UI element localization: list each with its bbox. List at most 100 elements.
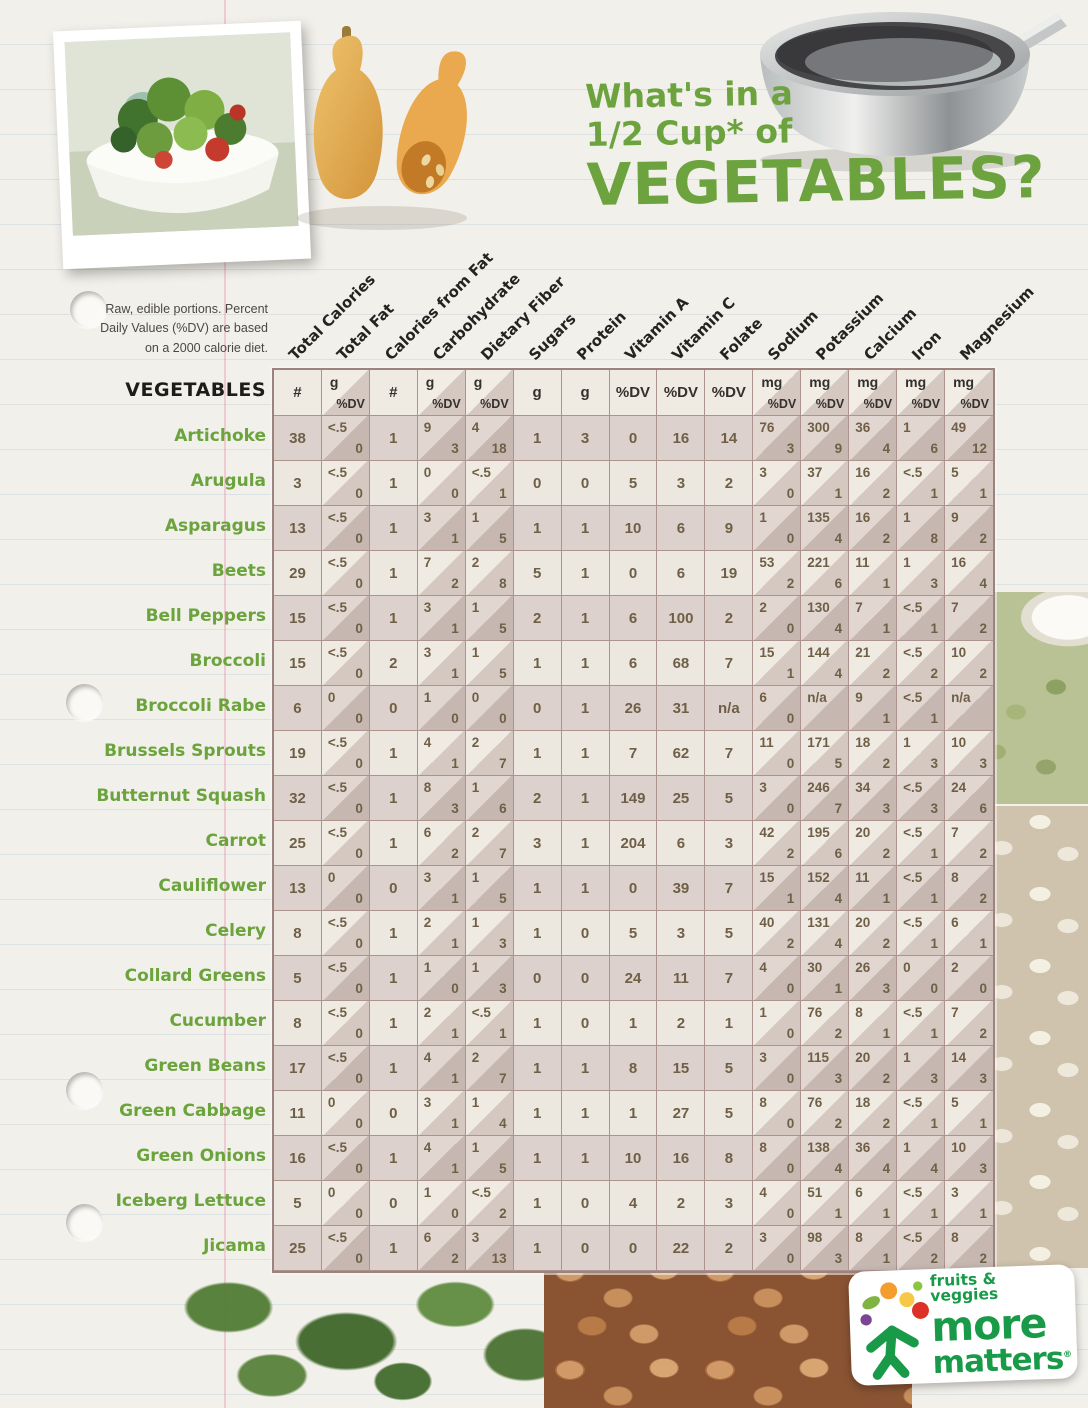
- cell-value: 39: [672, 879, 690, 897]
- unit-cell-iron: mg %DV: [897, 370, 946, 416]
- cell-percent-dv: 1: [499, 1026, 507, 1041]
- table-cell-green-onions-vitamin-a: 10: [609, 1136, 658, 1181]
- table-cell-arugula-potassium: 37 1: [801, 461, 850, 506]
- cell-percent-dv: 9: [834, 441, 843, 456]
- cell-value: 19: [289, 744, 306, 762]
- cell-amount: 3: [951, 1185, 959, 1200]
- cell-amount: 34: [855, 780, 871, 795]
- cell-amount: 36: [855, 1140, 871, 1155]
- cell-amount: <.5: [327, 420, 348, 435]
- cell-value: 0: [580, 1239, 590, 1257]
- row-label-broccoli-rabe: Broccoli Rabe: [135, 696, 266, 716]
- cell-value: 62: [672, 744, 690, 762]
- cell-amount: 6: [855, 1185, 863, 1200]
- table-cell-broccoli-rabe-sugars: 0: [513, 686, 562, 731]
- punch-hole: [66, 1072, 103, 1109]
- table-cell-beets-total-calories: 29: [274, 551, 322, 596]
- cell-amount: 152: [807, 870, 830, 885]
- table-cell-asparagus-sugars: 1: [513, 506, 562, 551]
- table-cell-broccoli-protein: 1: [561, 641, 610, 686]
- cell-amount: mg: [905, 374, 927, 390]
- cell-value: 1: [389, 429, 398, 447]
- notebook-margin-line: [224, 0, 226, 1408]
- cell-amount: <.5: [327, 960, 348, 975]
- cell-amount: 6: [423, 825, 432, 840]
- table-cell-broccoli-rabe-folate: n/a: [705, 686, 754, 731]
- table-cell-collard-greens-sugars: 0: [513, 956, 562, 1001]
- row-label-brussels-sprouts: Brussels Sprouts: [104, 741, 266, 761]
- cell-value: 1: [389, 519, 398, 537]
- table-cell-brussels-sprouts-total-fat: <.5 0: [321, 731, 370, 776]
- nutrition-table: # g %DV # g %DV g %DV g g %DV %DV %DV mg %DV mg %DV mg %DV…: [272, 368, 995, 1273]
- cell-value: 0: [389, 879, 398, 897]
- cell-percent-dv: 3: [979, 756, 987, 771]
- cell-amount: 1: [903, 1140, 911, 1155]
- cell-amount: 53: [759, 555, 775, 570]
- cell-amount: 195: [807, 825, 830, 840]
- cell-percent-dv: 2: [930, 1251, 939, 1266]
- table-cell-asparagus-vitamin-c: 6: [657, 506, 706, 551]
- cell-percent-dv: 2: [882, 756, 891, 771]
- cell-amount: 3: [471, 1230, 480, 1245]
- cell-value: 1: [389, 474, 398, 492]
- cell-percent-dv: 0: [355, 1251, 363, 1266]
- cell-amount: 8: [423, 780, 432, 795]
- cell-amount: 16: [855, 510, 871, 525]
- cell-value: 17: [289, 1059, 306, 1077]
- table-cell-collard-greens-total-calories: 5: [274, 956, 322, 1001]
- cell-amount: g: [329, 374, 339, 390]
- table-cell-brussels-sprouts-folate: 7: [705, 731, 754, 776]
- cell-percent-dv: 13: [491, 1251, 507, 1266]
- table-cell-bell-peppers-vitamin-c: 100: [657, 596, 706, 641]
- cell-value: 204: [620, 834, 646, 852]
- table-cell-cucumber-sugars: 1: [513, 1001, 562, 1046]
- cell-amount: <.5: [327, 1140, 348, 1155]
- table-cell-butternut-squash-sugars: 2: [513, 776, 562, 821]
- cell-percent-dv: 1: [451, 531, 459, 546]
- cell-amount: g: [473, 374, 483, 390]
- table-cell-butternut-squash-total-calories: 32: [274, 776, 322, 821]
- cell-amount: 1: [423, 960, 432, 975]
- row-label-celery: Celery: [205, 921, 266, 941]
- table-cell-green-cabbage-calcium: 18 2: [849, 1091, 898, 1136]
- table-cell-asparagus-total-fat: <.5 0: [321, 506, 370, 551]
- column-label-protein: Protein: [572, 307, 630, 364]
- cell-percent-dv: 3: [930, 801, 939, 816]
- cell-amount: 1: [759, 510, 767, 525]
- cell-value: 7: [628, 744, 638, 762]
- table-cell-jicama-iron: <.5 2: [897, 1226, 946, 1271]
- cell-value: 6: [293, 699, 302, 717]
- table-cell-beets-potassium: 221 6: [801, 551, 850, 596]
- cell-value: 8: [293, 1014, 302, 1032]
- cell-value: 3: [724, 834, 734, 852]
- cell-amount: <.5: [327, 735, 348, 750]
- table-cell-carrot-sodium: 42 2: [753, 821, 802, 866]
- cell-amount: 8: [855, 1230, 863, 1245]
- cell-percent-dv: 1: [451, 1116, 459, 1131]
- cell-amount: <.5: [327, 1050, 348, 1065]
- table-cell-brussels-sprouts-calories-from-fat: 1: [369, 731, 418, 776]
- cell-percent-dv: 1: [979, 1116, 987, 1131]
- cell-value: 7: [724, 744, 734, 762]
- table-cell-celery-folate: 5: [705, 911, 754, 956]
- cell-percent-dv: 1: [930, 711, 939, 726]
- cell-percent-dv: 0: [786, 1116, 795, 1131]
- cell-value: 6: [676, 834, 686, 852]
- cell-amount: 51: [807, 1185, 823, 1200]
- cell-amount: 1: [471, 870, 480, 885]
- cell-percent-dv: 2: [979, 891, 987, 906]
- cell-value: 1: [580, 1149, 590, 1167]
- table-cell-jicama-total-calories: 25: [274, 1226, 322, 1271]
- cell-amount: 20: [855, 825, 871, 840]
- table-cell-broccoli-rabe-protein: 1: [561, 686, 610, 731]
- cell-value: 1: [389, 969, 398, 987]
- cell-value: #: [293, 384, 302, 401]
